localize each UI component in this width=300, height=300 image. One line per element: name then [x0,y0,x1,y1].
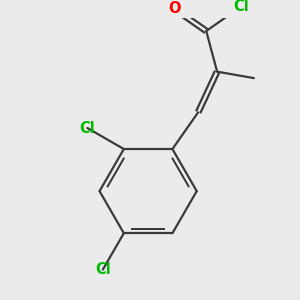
Text: Cl: Cl [80,121,95,136]
Text: Cl: Cl [95,262,111,277]
Text: Cl: Cl [233,0,249,14]
Text: O: O [168,1,180,16]
